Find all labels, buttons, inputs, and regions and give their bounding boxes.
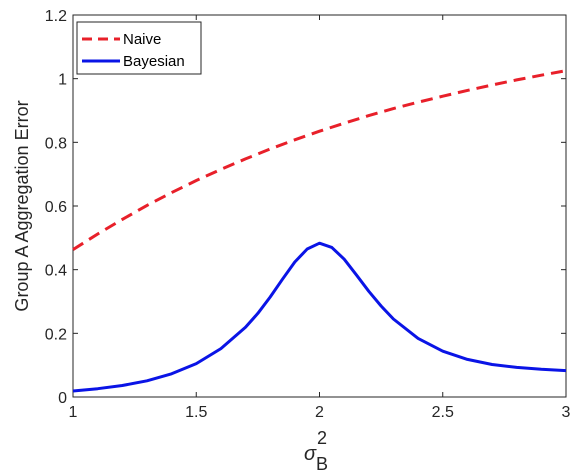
x-tick-label: 1.5 bbox=[185, 404, 207, 421]
series-line-bayesian bbox=[72, 241, 567, 393]
legend-label-bayesian: Bayesian bbox=[123, 53, 185, 70]
y-tick-label: 0.6 bbox=[45, 199, 67, 216]
series-line-naive bbox=[72, 69, 567, 251]
legend: Naive Bayesian bbox=[76, 21, 202, 75]
ticks: 1 1.5 2 2.5 3 0 0.2 0.4 0.6 0.8 1 1.2 bbox=[45, 8, 570, 421]
y-tick-label: 1.2 bbox=[45, 8, 67, 25]
x-tick-label: 2.5 bbox=[432, 404, 454, 421]
series-layer bbox=[72, 69, 567, 393]
legend-box bbox=[76, 21, 202, 75]
y-tick-label: 1 bbox=[58, 72, 67, 89]
y-tick-label: 0.8 bbox=[45, 135, 67, 152]
y-tick-label: 0 bbox=[58, 390, 67, 407]
x-axis-label: σ bbox=[304, 443, 317, 465]
legend-label-naive: Naive bbox=[123, 31, 161, 48]
x-tick-label: 1 bbox=[69, 404, 78, 421]
x-tick-label: 2 bbox=[315, 404, 324, 421]
y-axis-label: Group A Aggregation Error bbox=[12, 100, 32, 311]
plot-area bbox=[72, 14, 567, 398]
y-tick-label: 0.2 bbox=[45, 326, 67, 343]
x-axis-label-base: σ bbox=[304, 443, 317, 465]
y-tick-label: 0.4 bbox=[45, 263, 67, 280]
x-axis-label-subscript: B bbox=[316, 454, 328, 471]
x-tick-label: 3 bbox=[562, 404, 570, 421]
x-axis-label-superscript: 2 bbox=[317, 428, 327, 448]
